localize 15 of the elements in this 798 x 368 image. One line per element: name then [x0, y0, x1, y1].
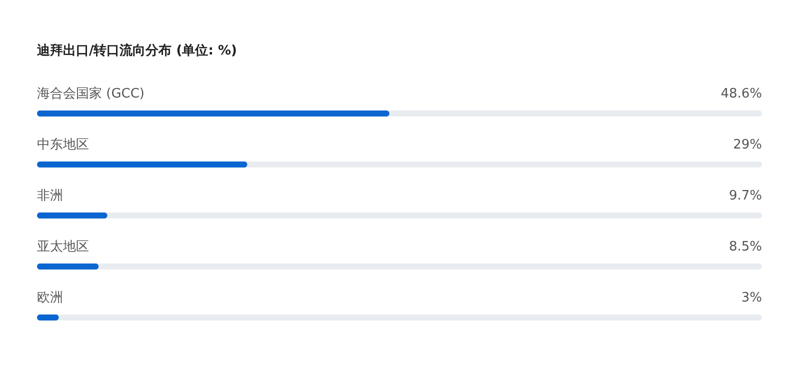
- y-tick-label: 亚太地区: [37, 240, 89, 254]
- y-tick-label: 欧洲: [37, 290, 63, 306]
- data-label: 29%: [733, 138, 762, 152]
- bar: [37, 264, 99, 270]
- data-label: 8.5%: [728, 240, 762, 254]
- y-tick-label: 中东地区: [37, 138, 89, 152]
- y-tick-label: 非洲: [37, 188, 63, 204]
- data-label: 9.7%: [728, 188, 762, 204]
- data-label: 48.6%: [720, 86, 762, 102]
- y-tick-label: 海合会国家 (GCC): [37, 86, 145, 102]
- chart-title: 迪拜出口/转口流向分布 (单位: %): [36, 42, 237, 58]
- bar: [37, 162, 248, 168]
- bar: [37, 212, 108, 218]
- data-label: 3%: [741, 290, 762, 306]
- bar: [37, 314, 59, 320]
